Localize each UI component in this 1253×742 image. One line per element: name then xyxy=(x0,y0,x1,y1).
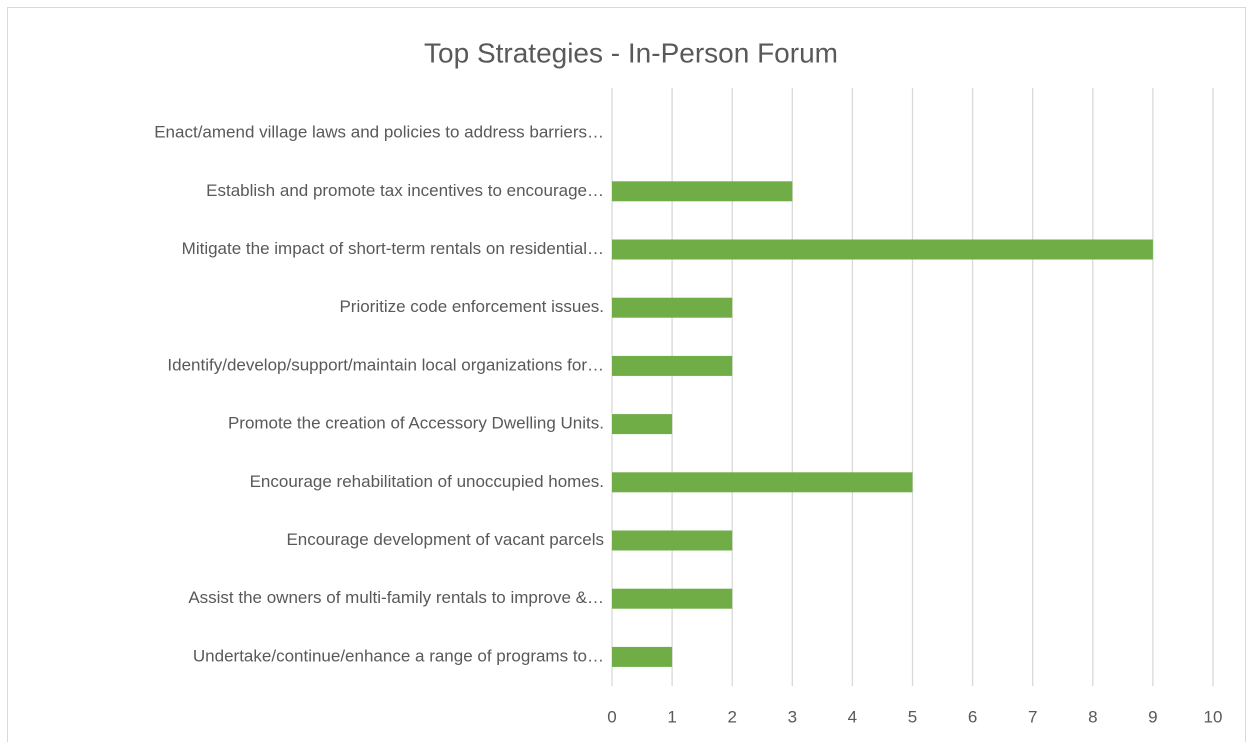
x-tick-label: 6 xyxy=(968,707,977,726)
y-tick-label: Promote the creation of Accessory Dwelli… xyxy=(228,414,604,433)
x-tick-label: 4 xyxy=(848,707,857,726)
bar xyxy=(612,181,793,202)
y-tick-label: Mitigate the impact of short-term rental… xyxy=(182,239,604,258)
bar xyxy=(612,414,673,435)
y-tick-label: Assist the owners of multi-family rental… xyxy=(188,588,604,607)
x-tick-label: 7 xyxy=(1028,707,1037,726)
bar xyxy=(612,646,673,667)
x-tick-label: 3 xyxy=(788,707,797,726)
x-tick-label: 1 xyxy=(667,707,676,726)
chart-title: Top Strategies - In-Person Forum xyxy=(424,37,838,68)
y-tick-label: Enact/amend village laws and policies to… xyxy=(154,123,604,142)
x-tick-label: 5 xyxy=(908,707,917,726)
y-tick-label: Establish and promote tax incentives to … xyxy=(206,181,604,200)
bar xyxy=(612,297,733,318)
y-tick-label: Encourage development of vacant parcels xyxy=(286,530,604,549)
y-tick-label: Identify/develop/support/maintain local … xyxy=(167,355,604,374)
x-tick-label: 10 xyxy=(1204,707,1223,726)
bar xyxy=(612,472,913,493)
x-tick-label: 0 xyxy=(607,707,616,726)
x-tick-label: 8 xyxy=(1088,707,1097,726)
y-tick-label: Encourage rehabilitation of unoccupied h… xyxy=(250,472,604,491)
bar xyxy=(612,530,733,551)
x-tick-label: 9 xyxy=(1148,707,1157,726)
y-tick-label: Undertake/continue/enhance a range of pr… xyxy=(193,646,604,665)
bar xyxy=(612,239,1153,260)
y-tick-label: Prioritize code enforcement issues. xyxy=(339,297,604,316)
bar xyxy=(612,355,733,376)
bar xyxy=(612,588,733,609)
x-tick-label: 2 xyxy=(727,707,736,726)
